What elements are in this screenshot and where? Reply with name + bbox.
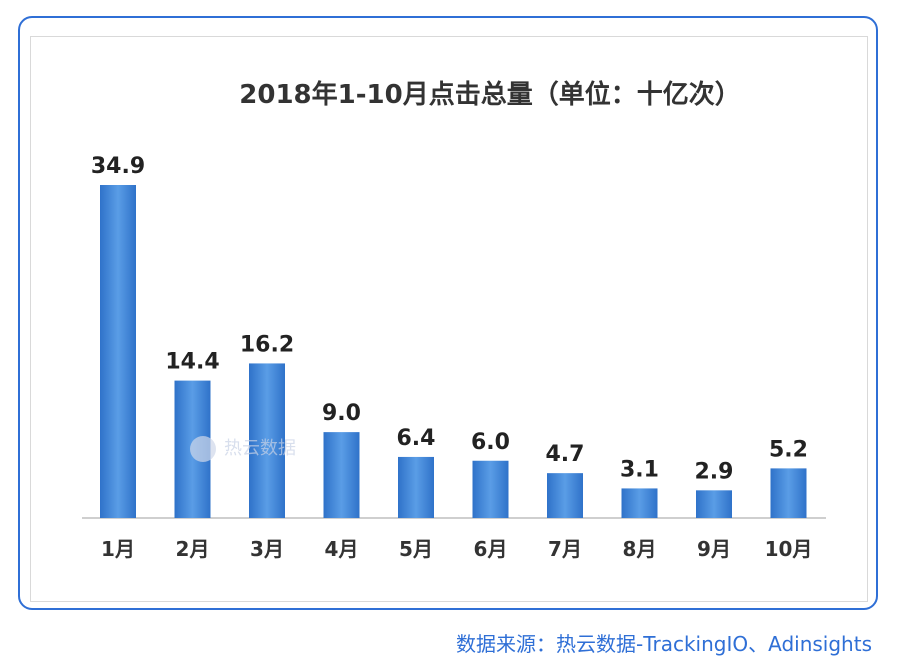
x-tick-label: 2月 [176,537,210,561]
bar-3 [249,363,285,518]
x-tick-label: 10月 [765,537,813,561]
x-tick-label: 3月 [250,537,284,561]
bar-value-label: 16.2 [240,332,294,357]
bar-value-label: 9.0 [322,401,361,426]
bar-value-label: 34.9 [91,154,145,179]
x-tick-label: 6月 [474,537,508,561]
x-tick-label: 9月 [697,537,731,561]
bar-6 [472,460,509,518]
bar-7 [547,473,583,518]
x-tick-label: 5月 [399,537,433,561]
bar-value-label: 3.1 [620,457,659,482]
watermark-logo-icon [190,436,216,462]
x-tick-label: 7月 [548,537,582,561]
x-tick-label: 4月 [325,537,359,561]
bar-5 [398,456,434,518]
x-tick-label: 8月 [623,537,657,561]
bar-value-label: 4.7 [546,442,585,467]
bar-value-label: 2.9 [695,459,734,484]
bar-value-label: 6.4 [397,426,436,451]
bar-value-label: 6.0 [471,430,510,455]
bar-8 [621,488,658,518]
x-tick-label: 1月 [101,537,135,561]
bar-value-label: 5.2 [769,437,808,462]
bar-value-label: 14.4 [165,350,219,375]
data-source-note: 数据来源：热云数据-TrackingIO、Adinsights [456,632,872,656]
watermark-text: 热云数据 [224,438,296,459]
watermark: 热云数据 [190,434,296,462]
chart-title: 2018年1-10月点击总量（单位：十亿次） [239,80,741,110]
bar-9 [696,490,732,518]
bar-10 [770,468,807,518]
bar-1 [100,185,136,518]
bar-4 [323,432,360,518]
